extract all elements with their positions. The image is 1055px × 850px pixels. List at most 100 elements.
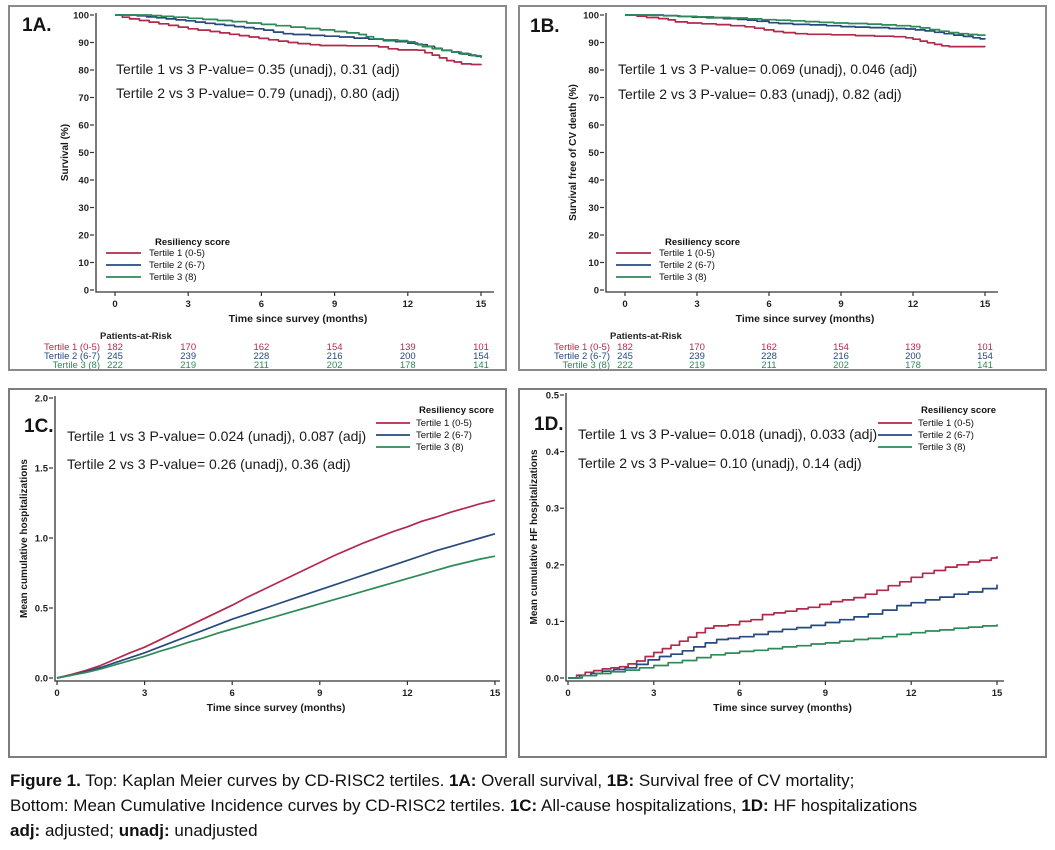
y-tick-label: 0.4 [546,447,560,458]
x-tick-label: 9 [332,299,337,310]
x-tick-label: 3 [142,688,147,699]
y-tick-label: 2.0 [35,394,48,405]
risk-count: 182 [617,342,633,353]
series-curve-tertile-1-0-5- [625,14,986,48]
x-tick-label: 6 [259,299,264,310]
pvalue-line: Tertile 2 vs 3 P-value= 0.26 (unadj), 0.… [67,456,351,472]
axes [565,393,1004,682]
pvalue-line: Tertile 1 vs 3 P-value= 0.024 (unadj), 0… [67,428,367,444]
panel-1d-label: 1D. [534,414,564,435]
y-tick-label: 0.5 [546,391,560,402]
risk-count: 219 [689,360,705,369]
legend-item-label: Tertile 3 (8) [416,442,464,453]
risk-count: 141 [977,360,993,369]
x-axis-ticks: 0 3 6 9 12 15 [565,681,1003,699]
y-tick-label: 70 [78,93,89,104]
x-tick-label: 9 [317,688,322,699]
x-tick-label: 3 [651,688,656,699]
risk-count: 228 [761,351,777,362]
legend-item-label: Tertile 1 (0-5) [416,418,472,429]
y-tick-label: 40 [78,176,89,187]
risk-count: 139 [905,342,921,353]
panel-1b: 1B. Tertile 1 vs 3 P-value= 0.069 (unadj… [518,5,1047,371]
x-tick-label: 0 [622,299,627,310]
risk-count: 219 [180,360,196,369]
x-axis-title: Time since survey (months) [207,702,346,714]
legend-item-label: Tertile 3 (8) [659,272,707,283]
risk-count: 101 [977,342,993,353]
y-axis-title: Survival free of CV death (%) [568,84,579,221]
y-axis-ticks: 0.0 0.5 1.0 1.5 2.0 [35,394,53,685]
y-tick-label: 10 [78,258,89,269]
y-tick-label: 20 [78,231,89,242]
risk-count: 162 [761,342,777,353]
y-axis-ticks: 0.0 0.1 0.2 0.3 0.4 0.5 [546,391,564,685]
y-tick-label: 60 [588,121,599,132]
risk-count: 178 [400,360,416,369]
risk-count: 202 [327,360,343,369]
x-tick-label: 12 [402,688,413,699]
risk-count: 178 [905,360,921,369]
series-curve-tertile-2-6-7- [625,14,986,40]
series-curve-tertile-1-0-5- [56,499,496,679]
figure-caption: Figure 1. Top: Kaplan Meier curves by CD… [10,768,1050,843]
y-tick-label: 0.3 [546,504,559,515]
y-tick-label: 1.5 [35,464,49,475]
x-tick-label: 0 [54,688,59,699]
y-axis-title: Mean cumulative hospitalizations [19,459,30,618]
x-tick-label: 3 [694,299,699,310]
risk-row-label: Tertile 3 (8) [562,360,610,369]
risk-table-header: Patients-at-Risk [610,331,683,342]
risk-count: 182 [107,342,123,353]
x-tick-label: 6 [230,688,235,699]
x-axis-ticks: 0 3 6 9 12 15 [112,292,487,310]
y-tick-label: 0.0 [546,674,559,685]
risk-count: 170 [689,342,705,353]
risk-count: 239 [689,351,705,362]
x-tick-label: 6 [766,299,771,310]
risk-count: 154 [977,351,993,362]
series-curve-tertile-3-8- [568,624,998,679]
x-tick-label: 9 [823,688,828,699]
pvalue-line: Tertile 2 vs 3 P-value= 0.10 (unadj), 0.… [578,455,862,471]
risk-count: 216 [327,351,343,362]
panel-1c-pvalues: Tertile 1 vs 3 P-value= 0.024 (unadj), 0… [67,422,366,478]
y-tick-label: 40 [588,176,599,187]
risk-count: 154 [833,342,849,353]
y-tick-label: 90 [78,38,89,49]
x-axis-title: Time since survey (months) [229,313,368,325]
series-curve-tertile-1-0-5- [568,556,998,679]
x-tick-label: 9 [838,299,843,310]
km-chart-overall-survival: 0 10 20 30 40 50 60 70 80 90 100 0 3 6 9 12 15 Time since… [44,11,494,369]
y-tick-label: 80 [588,66,599,77]
y-tick-label: 90 [588,38,599,49]
y-tick-label: 0 [84,286,89,297]
series-curve-tertile-1-0-5- [115,14,482,66]
risk-count: 154 [327,342,343,353]
risk-count: 245 [617,351,633,362]
legend-title: Resiliency score [155,237,230,248]
x-axis-title: Time since survey (months) [736,313,875,325]
caption-line: Figure 1. Top: Kaplan Meier curves by CD… [10,771,855,790]
risk-count: 162 [253,342,269,353]
y-axis-ticks: 0 10 20 30 40 50 60 70 80 90 100 [73,11,94,297]
risk-count: 200 [905,351,921,362]
y-tick-label: 50 [78,148,89,159]
y-tick-label: 0.2 [546,560,559,571]
legend-item-label: Tertile 3 (8) [918,442,966,453]
series-curve-tertile-2-6-7- [115,14,482,58]
risk-count: 200 [400,351,416,362]
axes [95,13,494,293]
x-axis-ticks: 0 3 6 9 12 15 [622,292,991,310]
y-tick-label: 0.1 [546,617,560,628]
y-tick-label: 10 [588,258,599,269]
panel-1b-pvalues: Tertile 1 vs 3 P-value= 0.069 (unadj), 0… [618,57,917,107]
risk-count: 141 [473,360,489,369]
risk-table-header: Patients-at-Risk [100,331,173,342]
x-tick-label: 12 [906,688,917,699]
legend-item-label: Tertile 3 (8) [149,272,197,283]
